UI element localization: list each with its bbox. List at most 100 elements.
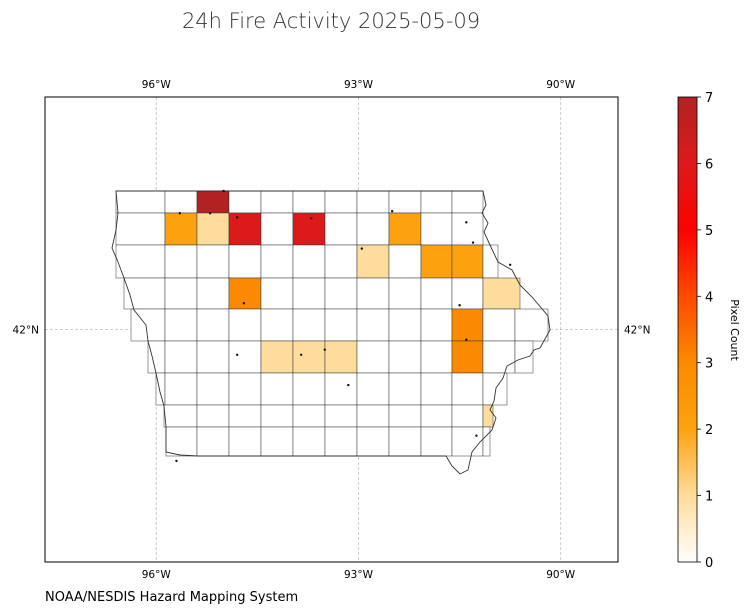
county — [324, 244, 358, 279]
fire-detection-point — [458, 304, 461, 307]
county — [451, 426, 484, 457]
fire-detection-point — [475, 434, 478, 437]
fire-detection-point — [323, 348, 326, 351]
county — [324, 190, 358, 214]
county — [292, 308, 326, 342]
county — [388, 212, 422, 246]
county — [196, 340, 230, 374]
county — [451, 372, 484, 406]
colorbar-ticks: 0 1 2 3 4 5 6 7 — [697, 91, 713, 571]
county — [324, 277, 358, 310]
county — [514, 308, 549, 342]
county — [388, 404, 422, 428]
fire-detection-point — [508, 263, 512, 267]
colorbar-tick-label: 4 — [705, 290, 713, 305]
county — [292, 404, 326, 428]
county — [164, 308, 198, 342]
colorbar: 0 1 2 3 4 5 6 7 Pixel Count — [677, 91, 741, 571]
county — [356, 190, 390, 214]
county — [260, 212, 294, 246]
county — [420, 404, 453, 428]
fire-detection-point — [471, 241, 475, 244]
county — [356, 277, 390, 310]
county — [388, 308, 422, 342]
county — [260, 277, 294, 310]
colorbar-label: Pixel Count — [728, 299, 741, 361]
county — [115, 244, 166, 279]
fire-detection-point — [222, 189, 225, 193]
county — [420, 212, 453, 246]
fire-detection-point — [175, 459, 178, 463]
colorbar-tick-label: 3 — [705, 357, 713, 372]
county — [356, 212, 390, 246]
county — [420, 340, 453, 374]
county — [420, 426, 453, 457]
county — [388, 277, 422, 310]
county — [228, 277, 262, 310]
county — [451, 212, 484, 246]
county — [482, 340, 516, 374]
figure-title: 24h Fire Activity 2025-05-09 — [182, 9, 480, 33]
county — [228, 308, 262, 342]
colorbar-tick-label: 0 — [705, 556, 713, 571]
county — [292, 212, 326, 246]
county — [196, 426, 230, 457]
fire-detection-point — [235, 216, 239, 219]
county — [324, 404, 358, 428]
county — [451, 308, 484, 342]
county — [451, 244, 484, 279]
county — [228, 212, 262, 246]
county — [388, 340, 422, 374]
county — [451, 340, 484, 374]
fire-detection-point — [465, 338, 468, 341]
county — [292, 190, 326, 214]
lon-label-bottom: 90°W — [546, 569, 576, 581]
lon-label-bottom: 93°W — [344, 569, 374, 581]
county — [482, 277, 521, 310]
fire-detection-layer — [175, 189, 512, 463]
lon-label-top: 90°W — [546, 79, 576, 91]
county — [292, 277, 326, 310]
fire-detection-point — [208, 212, 212, 215]
map-frame — [44, 96, 619, 563]
county — [356, 426, 390, 457]
fire-detection-point — [299, 353, 303, 356]
county — [388, 244, 422, 279]
county — [196, 277, 230, 310]
fire-detection-point — [310, 217, 313, 220]
colorbar-tick-label: 2 — [705, 423, 713, 438]
county — [356, 340, 390, 374]
county — [147, 340, 166, 374]
county — [228, 404, 262, 428]
county — [228, 426, 262, 457]
data-credit: NOAA/NESDIS Hazard Mapping System — [45, 590, 298, 605]
county — [164, 277, 198, 310]
lon-label-top: 93°W — [344, 79, 374, 91]
fire-detection-point — [360, 247, 364, 250]
county — [164, 340, 198, 374]
county — [164, 212, 198, 246]
county — [451, 404, 484, 428]
fire-detection-point — [465, 221, 468, 224]
fire-detection-point — [242, 302, 246, 305]
county — [260, 404, 294, 428]
county-layer — [115, 190, 549, 457]
county — [482, 244, 499, 279]
lon-label-bottom: 96°W — [142, 569, 172, 581]
county — [420, 308, 453, 342]
county — [164, 372, 198, 406]
county — [482, 426, 491, 457]
county — [482, 404, 494, 428]
colorbar-ramp — [677, 96, 698, 563]
county — [482, 308, 516, 342]
county — [196, 190, 230, 214]
iowa-state-outline — [111, 190, 551, 475]
lon-label-top: 96°W — [142, 79, 172, 91]
graticule-labels: 96°W 96°W 93°W 93°W 90°W 90°W 42°N 42°N — [13, 79, 651, 581]
colorbar-tick-label: 6 — [705, 157, 713, 172]
colorbar-tick-label: 5 — [705, 224, 713, 239]
county — [260, 244, 294, 279]
county — [165, 426, 198, 457]
county — [292, 340, 326, 374]
county — [388, 372, 422, 406]
